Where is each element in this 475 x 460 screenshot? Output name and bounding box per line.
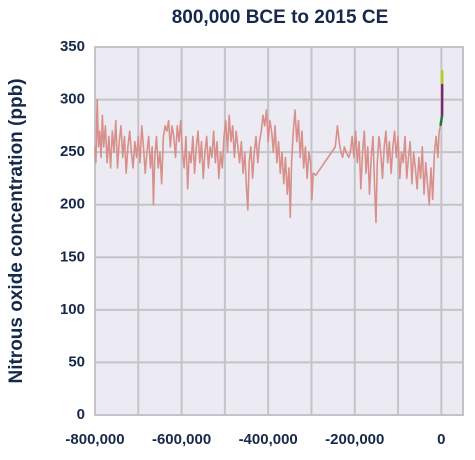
x-tick-label: -400,000 <box>239 431 298 448</box>
y-tick-label: 250 <box>60 143 85 160</box>
y-axis-label: Nitrous oxide concentration (ppb) <box>6 78 27 383</box>
y-tick-label: 300 <box>60 91 85 108</box>
x-tick-label: -600,000 <box>152 431 211 448</box>
data-line <box>439 115 444 127</box>
y-tick-label: 50 <box>68 353 85 370</box>
x-tick-label: -800,000 <box>65 431 124 448</box>
y-tick-label: 350 <box>60 38 85 55</box>
plot-frame <box>94 46 464 416</box>
y-tick-label: 150 <box>60 248 85 265</box>
x-tick-label: 0 <box>437 431 445 448</box>
data-line <box>94 98 442 224</box>
y-tick-label: 0 <box>77 406 85 423</box>
y-tick-label: 100 <box>60 301 85 318</box>
x-tick-label: -200,000 <box>325 431 384 448</box>
plot-background <box>95 47 463 415</box>
chart-title: 800,000 BCE to 2015 CE <box>172 7 389 28</box>
y-tick-label: 200 <box>60 196 85 213</box>
